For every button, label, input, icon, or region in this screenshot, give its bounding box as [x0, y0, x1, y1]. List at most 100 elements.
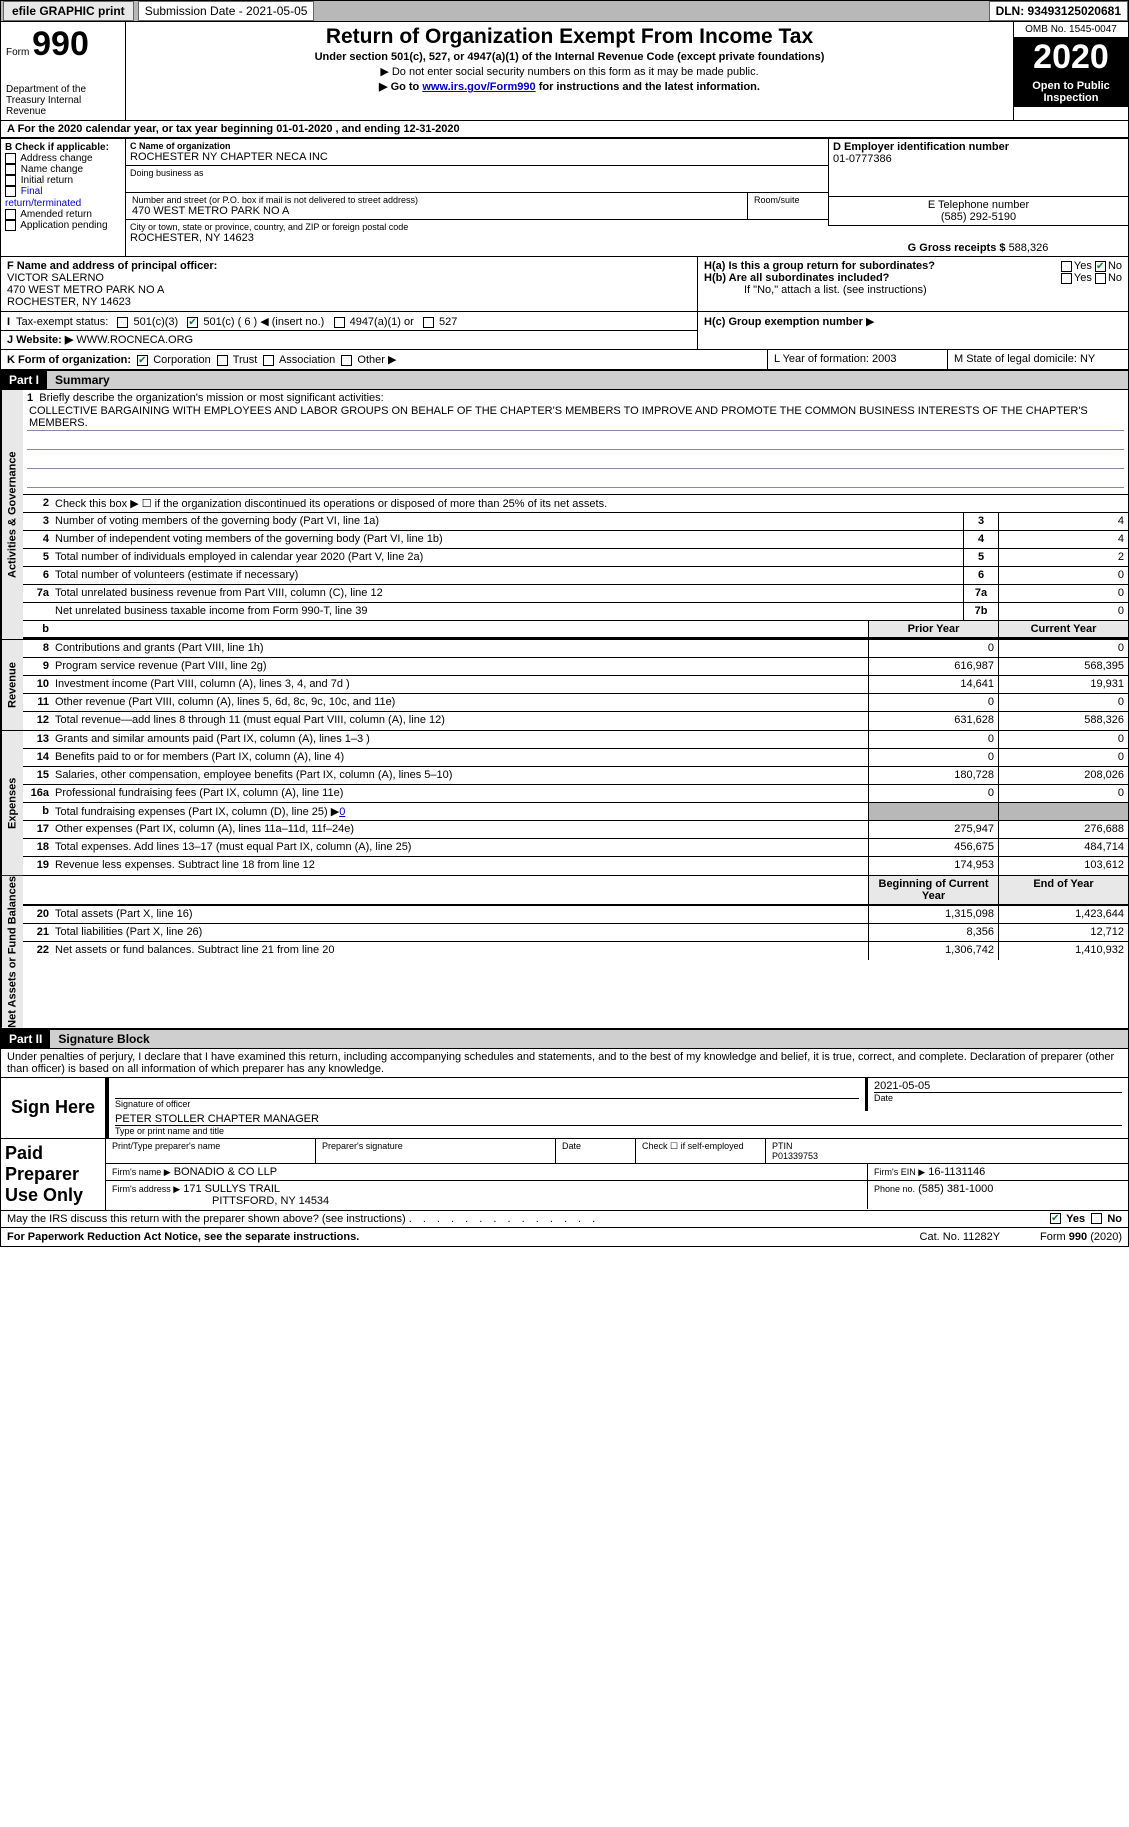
check-final-return[interactable]: Final return/terminated — [5, 186, 121, 208]
sig-officer-label: Signature of officer — [115, 1098, 859, 1109]
h-note: If "No," attach a list. (see instruction… — [704, 284, 1122, 296]
omb-number: OMB No. 1545-0047 — [1014, 22, 1128, 38]
gross-value: 588,326 — [1009, 242, 1049, 254]
val-5: 2 — [998, 549, 1128, 566]
firm-name: BONADIO & CO LLP — [174, 1166, 277, 1178]
tel-value: (585) 292-5190 — [833, 211, 1124, 223]
website-value: WWW.ROCNECA.ORG — [76, 334, 193, 346]
efile-print-button[interactable]: efile GRAPHIC print — [3, 1, 134, 21]
submission-date: Submission Date - 2021-05-05 — [138, 1, 315, 21]
dept-treasury: Department of the Treasury Internal Reve… — [6, 84, 120, 117]
section-b-c-d: B Check if applicable: Address change Na… — [0, 138, 1129, 257]
val-6: 0 — [998, 567, 1128, 584]
check-address-change[interactable]: Address change — [5, 153, 121, 164]
form-header: Form 990 Department of the Treasury Inte… — [0, 22, 1129, 121]
dln-label: DLN: 93493125020681 — [989, 1, 1128, 21]
dba-label: Doing business as — [130, 168, 824, 178]
officer-city: ROCHESTER, NY 14623 — [7, 296, 131, 308]
val-7a: 0 — [998, 585, 1128, 602]
expenses-section: Expenses 13Grants and similar amounts pa… — [0, 730, 1129, 875]
check-app-pending[interactable]: Application pending — [5, 220, 121, 231]
cat-no: Cat. No. 11282Y — [920, 1231, 1001, 1243]
ptin-value: P01339753 — [772, 1151, 818, 1161]
website-label: J Website: ▶ — [7, 334, 73, 346]
sig-date-label: Date — [874, 1092, 1122, 1103]
top-toolbar: efile GRAPHIC print Submission Date - 20… — [0, 0, 1129, 22]
h-a: H(a) Is this a group return for subordin… — [704, 260, 935, 272]
officer-name-title: PETER STOLLER CHAPTER MANAGER — [115, 1113, 1122, 1125]
name-title-label: Type or print name and title — [115, 1125, 1122, 1136]
org-name: ROCHESTER NY CHAPTER NECA INC — [130, 151, 824, 163]
open-inspection: Open to Public Inspection — [1014, 77, 1128, 107]
subtitle-1: Under section 501(c), 527, or 4947(a)(1)… — [132, 51, 1007, 63]
ein-value: 01-0777386 — [833, 153, 1124, 165]
side-label-exp: Expenses — [1, 731, 23, 875]
current-year-hdr: Current Year — [998, 621, 1128, 637]
prep-name-label: Print/Type preparer's name — [106, 1139, 316, 1163]
val-7b: 0 — [998, 603, 1128, 620]
box-b-title: B Check if applicable: — [5, 142, 121, 153]
self-employed-check[interactable]: Check ☐ if self-employed — [636, 1139, 766, 1163]
beg-year-hdr: Beginning of Current Year — [868, 876, 998, 904]
prep-sig-label: Preparer's signature — [316, 1139, 556, 1163]
pra-notice: For Paperwork Reduction Act Notice, see … — [7, 1231, 359, 1243]
firm-addr1: 171 SULLYS TRAIL — [183, 1183, 280, 1195]
check-initial-return[interactable]: Initial return — [5, 175, 121, 186]
firm-addr2: PITTSFORD, NY 14534 — [112, 1195, 329, 1207]
tel-label: E Telephone number — [833, 199, 1124, 211]
officer-name: VICTOR SALERNO — [7, 272, 104, 284]
org-address: 470 WEST METRO PARK NO A — [132, 205, 741, 217]
h-c-label: H(c) Group exemption number — [704, 316, 863, 328]
irs-link[interactable]: www.irs.gov/Form990 — [422, 81, 535, 93]
org-name-label: C Name of organization — [130, 141, 824, 151]
line-2: Check this box ▶ ☐ if the organization d… — [53, 495, 1128, 512]
year-formation: L Year of formation: 2003 — [768, 350, 948, 369]
officer-label: F Name and address of principal officer: — [7, 260, 217, 272]
form-number: 990 — [32, 25, 89, 63]
org-city: ROCHESTER, NY 14623 — [130, 232, 824, 244]
part-1-header: Part I Summary — [0, 370, 1129, 390]
part-2-header: Part II Signature Block — [0, 1029, 1129, 1049]
row-k-l-m: K Form of organization: Corporation Trus… — [0, 350, 1129, 370]
check-amended[interactable]: Amended return — [5, 209, 121, 220]
discuss-question: May the IRS discuss this return with the… — [7, 1213, 406, 1225]
subtitle-2: ▶ Do not enter social security numbers o… — [132, 65, 1007, 78]
signature-block: Under penalties of perjury, I declare th… — [0, 1049, 1129, 1228]
side-label-gov: Activities & Governance — [1, 390, 23, 639]
form-word: Form — [6, 47, 29, 58]
tax-status-label: I — [7, 316, 10, 328]
row-f-h: F Name and address of principal officer:… — [0, 257, 1129, 312]
net-assets-section: Net Assets or Fund Balances Beginning of… — [0, 875, 1129, 1029]
perjury-declaration: Under penalties of perjury, I declare th… — [1, 1049, 1128, 1077]
room-label: Room/suite — [754, 195, 822, 205]
prep-date-label: Date — [556, 1139, 636, 1163]
form-title: Return of Organization Exempt From Incom… — [132, 25, 1007, 49]
ein-label: D Employer identification number — [833, 141, 1124, 153]
end-year-hdr: End of Year — [998, 876, 1128, 904]
row-i-j: I Tax-exempt status: 501(c)(3) 501(c) ( … — [0, 312, 1129, 350]
city-label: City or town, state or province, country… — [130, 222, 824, 232]
sig-date: 2021-05-05 — [874, 1080, 1122, 1092]
val-3: 4 — [998, 513, 1128, 530]
page-footer: For Paperwork Reduction Act Notice, see … — [0, 1228, 1129, 1247]
val-4: 4 — [998, 531, 1128, 548]
paid-preparer-label: Paid Preparer Use Only — [1, 1139, 106, 1210]
fundraising-link[interactable]: 0 — [339, 806, 345, 818]
side-label-rev: Revenue — [1, 640, 23, 730]
prior-year-hdr: Prior Year — [868, 621, 998, 637]
activities-governance-section: Activities & Governance 1 Briefly descri… — [0, 390, 1129, 639]
addr-label: Number and street (or P.O. box if mail i… — [132, 195, 741, 205]
period-line: A For the 2020 calendar year, or tax yea… — [0, 121, 1129, 138]
check-name-change[interactable]: Name change — [5, 164, 121, 175]
mission-text: COLLECTIVE BARGAINING WITH EMPLOYEES AND… — [27, 404, 1124, 431]
gross-label: G Gross receipts $ — [908, 242, 1006, 254]
form-footer: Form 990 (2020) — [1040, 1231, 1122, 1243]
state-domicile: M State of legal domicile: NY — [948, 350, 1128, 369]
officer-addr: 470 WEST METRO PARK NO A — [7, 284, 164, 296]
revenue-section: Revenue 8Contributions and grants (Part … — [0, 639, 1129, 730]
subtitle-3: ▶ Go to www.irs.gov/Form990 for instruct… — [132, 80, 1007, 93]
firm-ein: 16-1131146 — [928, 1166, 985, 1178]
firm-phone: (585) 381-1000 — [918, 1183, 993, 1195]
sign-here-label: Sign Here — [1, 1078, 106, 1138]
side-label-net: Net Assets or Fund Balances — [1, 876, 23, 1028]
